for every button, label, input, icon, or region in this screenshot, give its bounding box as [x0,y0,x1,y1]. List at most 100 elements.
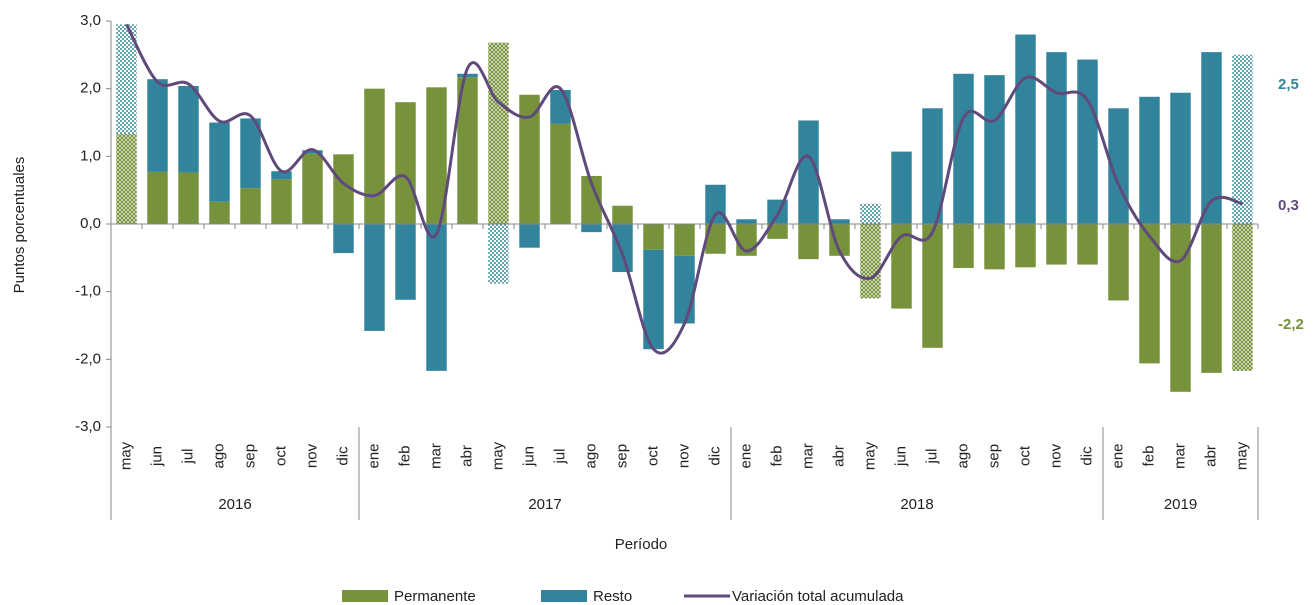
bar [364,88,385,225]
x-tick-label: may [861,441,878,470]
bar [116,134,137,224]
x-tick-label: dic [706,446,723,466]
y-tick-label: 3,0 [80,12,101,29]
line [125,23,1243,355]
bar [891,151,912,224]
group-label: 2019 [1164,496,1197,513]
bar [333,154,354,224]
x-tick-label: nov [1047,443,1064,468]
x-tick-label: jun [148,446,165,467]
bar [674,255,695,324]
group-label: 2017 [528,496,561,513]
bar [457,73,478,78]
bar [116,24,137,135]
bar [550,123,571,224]
annotation: 2,5 [1278,76,1299,93]
bar [891,224,912,309]
bar [1170,224,1191,392]
y-tick-label: 0,0 [80,215,101,232]
y-tick-label: -3,0 [75,418,101,435]
x-tick-label: abr [830,445,847,467]
y-tick-label: 2,0 [80,80,101,97]
bar [1077,224,1098,265]
x-tick-label: mar [1171,443,1188,469]
x-tick-label: feb [1140,446,1157,467]
annotation: 0,3 [1278,197,1299,214]
bar [736,219,757,224]
bar [705,224,726,254]
y-tick-label: 1,0 [80,147,101,164]
x-tick-label: ene [737,443,754,468]
x-tick-label: jul [923,448,940,464]
x-tick-label: abr [458,445,475,467]
group-label: 2018 [900,496,933,513]
x-tick-label: ago [954,443,971,468]
bar [240,118,261,189]
bar [860,224,881,299]
x-tick-label: dic [334,446,351,466]
x-tick-label: mar [427,443,444,469]
bar [953,73,974,224]
bar [798,120,819,224]
legend-swatch [541,590,587,602]
bar [643,249,664,350]
bar [643,224,664,250]
x-tick-label: nov [675,443,692,468]
y-tick-label: -2,0 [75,350,101,367]
x-tick-label: oct [1016,445,1033,466]
bar [984,75,1005,224]
bar [302,150,323,154]
bar [333,224,354,254]
bar [922,224,943,348]
x-tick-label: sep [613,444,630,468]
bar [1232,54,1253,225]
bar [488,224,509,284]
bar [395,224,416,300]
bar [271,179,292,224]
bar [457,77,478,224]
bar [1046,52,1067,225]
bar [271,171,292,180]
legend-label: Permanente [394,588,476,605]
x-tick-label: ene [1109,443,1126,468]
x-tick-label: may [1233,441,1250,470]
legend-swatch [342,590,388,602]
bar [426,87,447,225]
x-tick-label: ago [210,443,227,468]
bar [798,224,819,260]
bar [240,188,261,224]
bar [1170,92,1191,224]
x-tick-label: mar [799,443,816,469]
bar [147,79,168,172]
bar [1139,96,1160,224]
legend-label: Variación total acumulada [732,588,904,605]
x-tick-label: jul [551,448,568,464]
bar [612,205,633,224]
bar [1015,224,1036,268]
y-axis-title: Puntos porcentuales [11,157,28,294]
x-tick-label: abr [1202,445,1219,467]
bar [426,224,447,371]
bar [178,85,199,173]
x-tick-label: feb [768,446,785,467]
bar [705,184,726,224]
bar [1077,59,1098,224]
bar [209,201,230,224]
x-tick-label: feb [396,446,413,467]
bar [860,203,881,224]
bar [519,94,540,224]
bar [1201,52,1222,225]
legend-label: Resto [593,588,632,605]
x-tick-label: jun [892,446,909,467]
x-axis-title: Período [615,536,668,553]
bar [612,224,633,273]
bar [302,153,323,224]
bar [581,224,602,233]
x-tick-label: ene [365,443,382,468]
bar [1046,224,1067,265]
bar [953,224,974,268]
annotation: -2,2 [1278,316,1304,333]
bar [1108,224,1129,301]
x-tick-label: oct [272,445,289,466]
bar [674,224,695,256]
